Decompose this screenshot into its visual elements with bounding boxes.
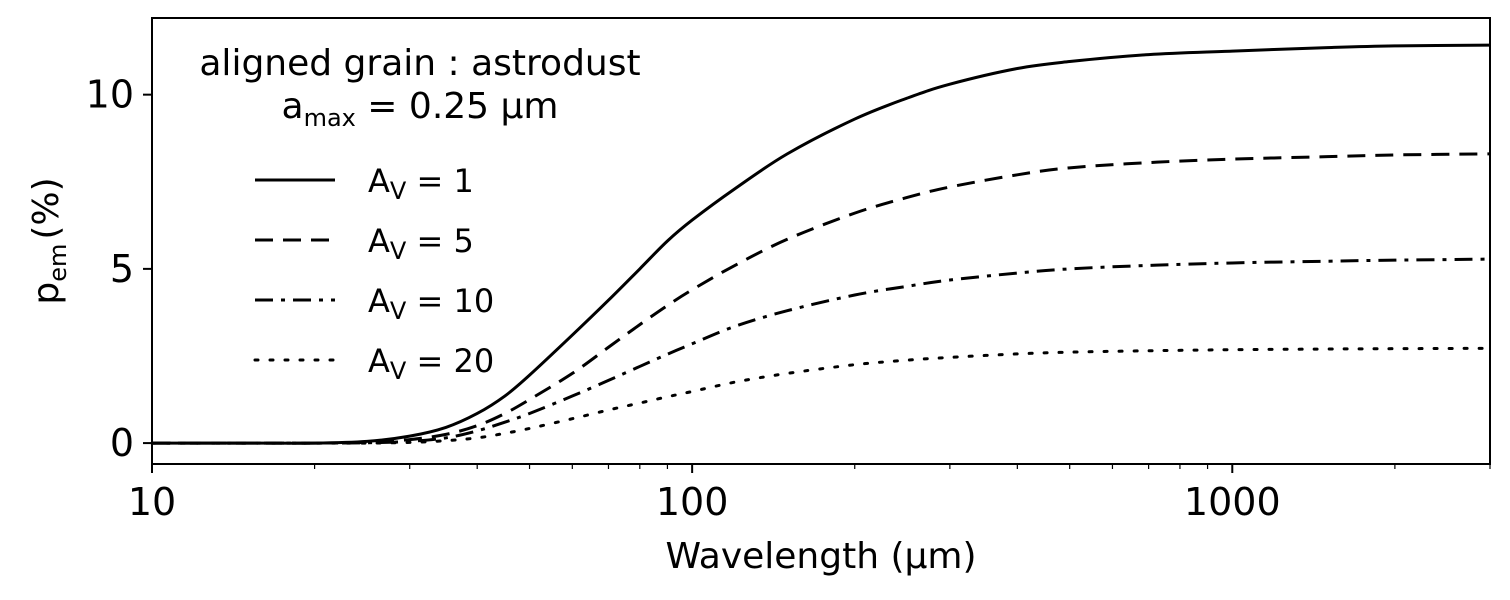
series-line-3 (152, 257, 1491, 445)
y-axis-label-subscript: em (44, 244, 72, 282)
x-minor-ticks (313, 464, 1491, 469)
x-tick-label: 100 (656, 480, 729, 524)
legend-label-subscript: V (390, 177, 407, 205)
legend-label-value: = 20 (406, 342, 494, 380)
annotation-grain-size-main: a (282, 86, 304, 127)
y-axis-label-unit: (%) (26, 177, 67, 239)
legend-label-main: A (368, 222, 390, 260)
legend-label-value: = 10 (406, 282, 494, 320)
y-axis-label: pem (%) (26, 177, 72, 304)
y-axis-label-main: p (26, 282, 67, 305)
legend-label-main: A (368, 282, 390, 320)
x-tick-label: 1000 (1184, 480, 1281, 524)
x-axis-ticks: 10 100 1000 (128, 464, 1281, 524)
y-tick-label: 0 (110, 421, 134, 465)
legend-label-4: AV = 20 (368, 342, 494, 385)
legend-label-main: A (368, 162, 390, 200)
legend-label-value: = 5 (406, 222, 474, 260)
plot-frame (151, 17, 1491, 465)
legend-label-3: AV = 10 (368, 282, 494, 325)
y-axis-ticks: 0 5 10 (86, 73, 152, 465)
legend-label-1: AV = 1 (368, 162, 474, 205)
legend-label-2: AV = 5 (368, 222, 474, 265)
legend-label-value: = 1 (406, 162, 474, 200)
legend-label-subscript: V (390, 357, 407, 385)
series-line-1 (152, 43, 1491, 445)
annotation-grain-size: amax = 0.25 μm (282, 86, 559, 132)
x-axis-label: Wavelength (μm) (665, 536, 976, 577)
series-line-4 (150, 346, 1492, 445)
annotation-grain-size-subscript: max (304, 104, 356, 132)
y-tick-label: 10 (86, 73, 134, 117)
annotation-grain-size-value: = 0.25 μm (356, 86, 559, 127)
y-tick-label: 5 (110, 247, 134, 291)
x-tick-label: 10 (128, 480, 176, 524)
legend-label-subscript: V (390, 297, 407, 325)
series-lines (150, 43, 1492, 445)
annotation-title: aligned grain : astrodust (199, 43, 640, 84)
legend-label-main: A (368, 342, 390, 380)
series-line-2 (152, 152, 1491, 445)
legend-label-subscript: V (390, 237, 407, 265)
